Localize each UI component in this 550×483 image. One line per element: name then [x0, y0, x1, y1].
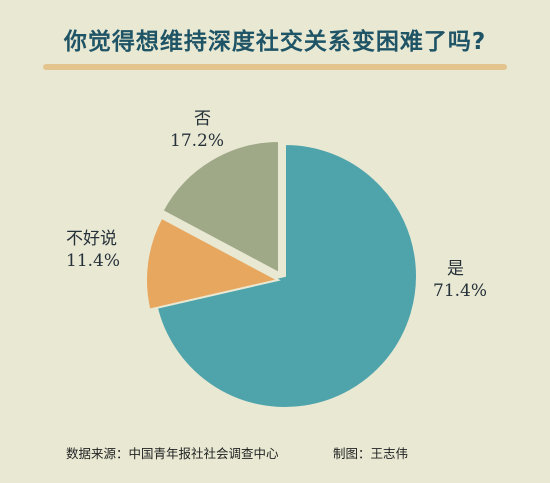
slice-no: [161, 139, 280, 275]
label-unsure: 不好说 11.4%: [66, 228, 120, 272]
label-unsure-value: 11.4%: [66, 251, 121, 271]
label-no: 否 17.2%: [170, 108, 224, 152]
data-source: 数据来源：中国青年报社社会调查中心: [66, 446, 279, 461]
pie-slices: [145, 139, 418, 409]
label-unsure-name: 不好说: [66, 229, 117, 249]
title-underline: [43, 64, 507, 70]
label-no-name: 否: [194, 109, 211, 129]
label-yes-value: 71.4%: [433, 281, 488, 301]
chart-title: 你觉得想维持深度社交关系变困难了吗?: [63, 29, 487, 55]
slice-unsure: [145, 216, 281, 311]
label-yes-name: 是: [447, 259, 464, 279]
label-yes: 是 71.4%: [433, 258, 487, 302]
slice-yes: [155, 142, 418, 409]
label-no-value: 17.2%: [170, 131, 225, 151]
chart-author: 制图：王志伟: [333, 446, 409, 461]
